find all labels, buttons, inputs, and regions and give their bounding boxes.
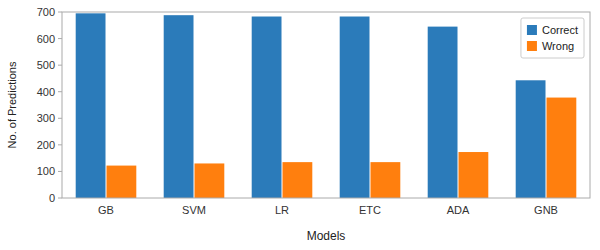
legend-box [521, 18, 584, 58]
x-tick-label: LR [275, 204, 289, 216]
y-tick [58, 198, 62, 199]
bar [164, 15, 194, 198]
chart-svg: 0 100 200 300 400 500 600 700 GB SVM LR ETC ADA GNB Mo… [0, 0, 600, 250]
y-tick-label: 300 [37, 112, 55, 124]
legend: Correct Wrong [521, 18, 584, 58]
bars [76, 13, 577, 198]
bar [252, 17, 282, 198]
y-tick-label: 0 [49, 192, 55, 204]
legend-label: Correct [542, 24, 578, 36]
bar [428, 27, 458, 198]
bar [371, 162, 401, 198]
bar [516, 80, 546, 198]
y-tick-label: 100 [37, 165, 55, 177]
y-tick-label: 400 [37, 86, 55, 98]
legend-swatch [527, 41, 537, 51]
bar [195, 163, 225, 198]
y-tick [58, 12, 62, 13]
y-tick-label: 200 [37, 139, 55, 151]
x-tick-label: ADA [447, 204, 470, 216]
y-tick [58, 38, 62, 39]
y-tick [58, 144, 62, 145]
y-tick [58, 91, 62, 92]
y-tick [58, 118, 62, 119]
x-tick-label: SVM [182, 204, 206, 216]
y-tick-label: 700 [37, 6, 55, 18]
bar [340, 17, 370, 198]
bar [76, 13, 106, 198]
y-tick-label: 500 [37, 59, 55, 71]
y-tick-label: 600 [37, 33, 55, 45]
x-tick-label: GB [98, 204, 114, 216]
legend-swatch [527, 25, 537, 35]
y-tick [58, 65, 62, 66]
bar [459, 152, 489, 198]
x-tick-label: GNB [534, 204, 558, 216]
y-tick [58, 171, 62, 172]
x-axis-label: Models [307, 229, 346, 243]
plot-frame [62, 12, 590, 198]
y-axis-label: No. of Predictions [6, 61, 18, 148]
bar [283, 162, 313, 198]
bar [547, 98, 577, 198]
legend-label: Wrong [542, 40, 574, 52]
bar [107, 166, 137, 198]
chart-container: 0 100 200 300 400 500 600 700 GB SVM LR ETC ADA GNB Mo… [0, 0, 600, 250]
x-tick-label: ETC [359, 204, 381, 216]
